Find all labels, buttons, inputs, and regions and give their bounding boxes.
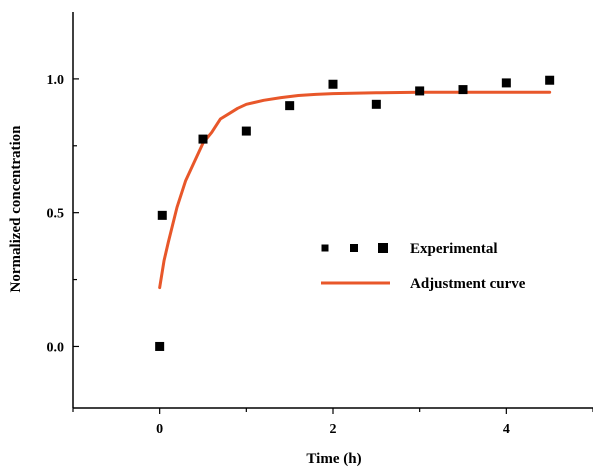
experimental-point [157,210,167,220]
legend-label: Experimental [410,241,498,257]
experimental-point [545,75,555,85]
experimental-point [241,126,251,136]
experimental-point [328,79,338,89]
axes-layer: 0 2 4 0.0 0.5 1.0 [47,12,593,437]
legend-marker-swatch [378,243,388,253]
legend-marker-swatch [321,244,329,252]
experimental-point [155,341,165,351]
experimental-point [371,99,381,109]
points-layer [155,75,555,351]
experimental-point [285,101,295,111]
legend-marker-swatch [350,244,358,252]
experimental-point [458,85,468,95]
y-tick-label: 0.0 [47,340,65,355]
experimental-point [501,78,511,88]
y-tick-label: 0.5 [47,207,65,222]
x-tick-label: 2 [330,422,337,437]
experimental-point [198,134,208,144]
x-tick-label: 0 [156,422,163,437]
curve-layer [158,90,552,290]
legend-label: Adjustment curve [410,276,526,292]
y-tick-label: 1.0 [47,73,65,88]
x-axis-title: Time (h) [306,451,361,467]
x-tick-label: 4 [503,422,510,437]
legend: Experimental Adjustment curve [321,241,526,292]
adjustment-curve-line [158,90,552,290]
y-axis-title: Normalized concentration [8,125,24,293]
experimental-point [415,86,425,96]
